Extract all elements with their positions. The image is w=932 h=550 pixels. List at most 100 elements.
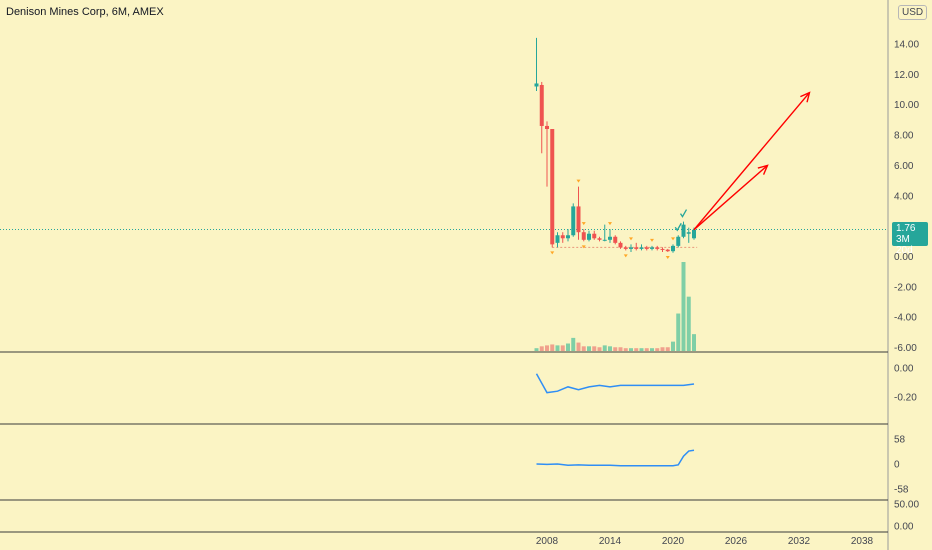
volume-bar — [681, 262, 686, 351]
trend-arrow[interactable] — [693, 91, 811, 231]
candle-body — [639, 247, 644, 249]
candle — [550, 129, 555, 248]
buy-marker — [581, 245, 586, 249]
candle — [692, 227, 696, 240]
candle-body — [539, 84, 544, 126]
volume-bar — [665, 347, 670, 351]
candle-body — [686, 232, 691, 234]
price-tick-label: 8.00 — [894, 131, 914, 142]
volume-bar — [623, 348, 628, 351]
candle-body — [613, 236, 618, 243]
time-tick-label: 2026 — [725, 536, 748, 547]
volume-bar — [597, 347, 602, 351]
volume-bar — [550, 344, 555, 351]
indicator-1-tick-label: 0.00 — [894, 364, 914, 375]
last-price-badge: 1.76 3M 20d — [892, 222, 928, 256]
trend-arrow[interactable] — [693, 164, 769, 231]
candle — [623, 245, 628, 251]
volume-bar — [566, 343, 570, 351]
volume-bar — [644, 348, 649, 351]
candlestick-series — [534, 37, 696, 253]
candle — [644, 245, 649, 251]
bar-countdown: 3M 20d — [896, 234, 913, 256]
candle-body — [576, 206, 581, 233]
candle-body — [665, 249, 670, 252]
candle — [534, 37, 539, 92]
arrow-shaft — [693, 92, 811, 231]
check-marker — [679, 209, 688, 218]
candle-body — [602, 239, 607, 241]
candle-body — [592, 233, 597, 239]
indicator-2-tick-label: 58 — [894, 435, 906, 446]
candle — [665, 248, 670, 252]
sell-marker — [650, 238, 654, 242]
volume-bar — [686, 296, 691, 351]
arrow-head — [757, 164, 769, 175]
price-tick-label: -6.00 — [894, 343, 917, 354]
price-tick-label: -4.00 — [894, 313, 917, 324]
buy-marker — [550, 251, 555, 255]
volume-bar — [634, 348, 639, 351]
price-tick-label: 12.00 — [894, 70, 919, 81]
candle — [560, 232, 565, 243]
trend-arrows — [693, 91, 811, 231]
candle-body — [566, 235, 570, 239]
indicator-2-tick-label: 0 — [894, 460, 900, 471]
candle-body — [676, 236, 681, 246]
price-tick-label: -2.00 — [894, 282, 917, 293]
candle — [592, 230, 597, 240]
candle — [639, 244, 644, 251]
candle-body — [571, 206, 576, 236]
volume-bars — [534, 262, 696, 351]
last-price-value: 1.76 — [896, 223, 916, 234]
time-tick-label: 2020 — [662, 536, 685, 547]
candle-body — [650, 247, 654, 249]
candle — [608, 229, 612, 243]
candle — [650, 245, 654, 251]
signal-markers — [550, 179, 688, 259]
volume-bar — [629, 348, 633, 351]
volume-bar — [592, 346, 597, 351]
volume-bar — [587, 346, 591, 351]
candle-body — [692, 229, 696, 239]
sell-marker — [581, 222, 586, 226]
time-tick-label: 2008 — [536, 536, 559, 547]
candle — [634, 242, 639, 251]
volume-bar — [602, 345, 607, 351]
time-axis-labels: 2008 2014 2020 2026 2032 2038 — [536, 536, 874, 547]
candle — [602, 224, 607, 242]
candle — [545, 121, 549, 187]
candle-body — [629, 247, 633, 249]
candle-body — [681, 224, 686, 237]
candle-body — [545, 125, 549, 129]
indicator-3-tick-label: 50.00 — [894, 500, 919, 511]
indicator-2-line — [536, 449, 695, 467]
indicator-pane-1 — [535, 373, 695, 394]
volume-bar — [545, 345, 549, 351]
time-tick-label: 2038 — [851, 536, 874, 547]
candle — [587, 230, 591, 242]
volume-bar — [571, 337, 576, 351]
candle-body — [623, 247, 628, 249]
candle — [539, 81, 544, 154]
volume-bar — [555, 345, 560, 351]
candle-body — [597, 238, 602, 240]
indicator-pane-2 — [536, 449, 695, 467]
candle — [655, 245, 660, 251]
candle — [613, 235, 618, 245]
indicator-1-tick-label: -0.20 — [894, 393, 917, 404]
indicator-3-tick-label: 0.00 — [894, 522, 914, 533]
currency-button[interactable]: USD — [898, 5, 928, 20]
price-tick-label: 4.00 — [894, 191, 914, 202]
sell-marker — [608, 222, 612, 226]
candle-body — [550, 129, 555, 245]
check-marker — [674, 222, 682, 232]
price-tick-label: 0.00 — [894, 252, 914, 263]
candle — [566, 229, 570, 242]
price-axis-labels: 14.0012.0010.008.006.004.002.000.00-2.00… — [894, 40, 919, 533]
arrow-head — [800, 91, 811, 103]
candle — [597, 236, 602, 242]
candle-body — [560, 235, 565, 239]
